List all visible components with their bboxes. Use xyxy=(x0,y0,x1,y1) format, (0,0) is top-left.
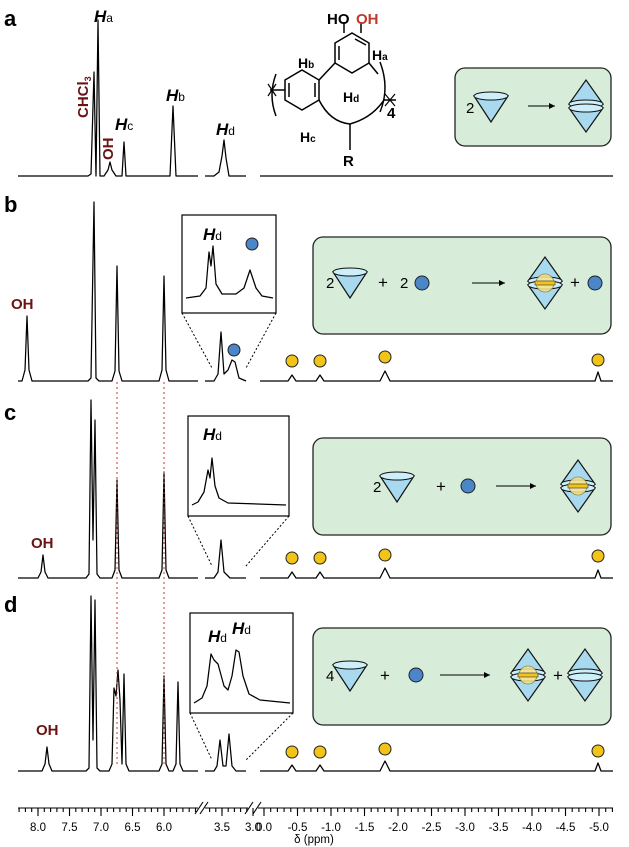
tick-label: 0.0 xyxy=(256,822,272,834)
panel-label-d: d xyxy=(4,592,17,617)
spectrum-b xyxy=(18,201,613,382)
inset-b: Hd xyxy=(181,214,277,369)
tick-label: 6.0 xyxy=(156,822,172,834)
inset-d: Hd Hd xyxy=(189,612,294,761)
scheme-c-plus1: + xyxy=(436,477,446,496)
tick-label: -2.0 xyxy=(388,822,408,834)
tick-label: -4.5 xyxy=(556,822,576,834)
x-axis-label: δ (ppm) xyxy=(294,834,334,846)
panel-c: c OH Hd 2 + xyxy=(4,399,613,579)
axis-break xyxy=(199,801,209,815)
peak-label-hd: Hd xyxy=(216,120,235,139)
inset-b-peak-label: Hd xyxy=(203,225,222,244)
panel-d: d OH Hd Hd 4 + + xyxy=(4,592,613,772)
axis-break xyxy=(244,801,254,815)
oh-label-c: OH xyxy=(31,535,54,552)
oh-label-d: OH xyxy=(36,722,59,739)
scheme-b-plus1: + xyxy=(378,273,388,292)
structure-ho: HO xyxy=(327,11,350,28)
panel-a: a Ha Hc Hb Hd CHCl3 OH xyxy=(4,6,613,177)
scheme-c-coef1: 2 xyxy=(373,479,381,496)
panel-label-a: a xyxy=(4,6,17,31)
tick-label: 3.5 xyxy=(214,822,230,834)
structure-hd: Hd xyxy=(343,89,359,105)
scheme-box-c: 2 + xyxy=(312,437,612,536)
tick-label: -0.5 xyxy=(288,822,308,834)
tick-label: -4.0 xyxy=(522,822,542,834)
tick-label: 3.0 xyxy=(245,822,261,834)
spectrum-a xyxy=(18,19,613,177)
scheme-d-coef1: 4 xyxy=(326,668,334,685)
structure-r: R xyxy=(343,153,354,170)
tick-label: -3.0 xyxy=(455,822,475,834)
axis-break xyxy=(194,801,204,815)
panel-label-b: b xyxy=(4,192,17,217)
scheme-b-coef2: 2 xyxy=(400,275,408,292)
scheme-box-d: 4 + + xyxy=(312,627,612,726)
axis-break xyxy=(252,801,262,815)
structure-hc: Hc xyxy=(300,129,316,145)
scheme-d-plus1: + xyxy=(380,666,390,685)
peak-label-ha: Ha xyxy=(94,7,113,26)
x-axis: 8.0 7.5 7.0 6.5 6.0 3.5 3.00.0 -0.5 -1.0 -1.5 -2.0… xyxy=(18,801,613,846)
oh-label-b: OH xyxy=(11,296,34,313)
tick-label: 6.5 xyxy=(125,822,141,834)
scheme-a-coef: 2 xyxy=(466,100,474,117)
tick-label: -1.5 xyxy=(355,822,375,834)
scheme-b-plus2: + xyxy=(570,273,580,292)
structure-n: 4 xyxy=(387,105,396,122)
tick-label: 7.5 xyxy=(62,822,78,834)
spectrum-c xyxy=(18,399,613,579)
scheme-box-b: 2 + 2 + xyxy=(312,236,612,335)
panel-b: b OH Hd 2 + 2 + xyxy=(4,192,613,382)
tick-label: -2.5 xyxy=(422,822,442,834)
structure-oh: OH xyxy=(356,11,379,28)
structure-hb: Hb xyxy=(298,55,314,71)
structure-ha: Ha xyxy=(372,47,388,63)
panel-label-c: c xyxy=(4,400,16,425)
peak-label-hb: Hb xyxy=(166,86,185,105)
dashed-guides xyxy=(116,382,165,765)
scheme-d-plus2: + xyxy=(553,666,563,685)
scheme-box-a: 2 xyxy=(454,67,612,147)
inset-c-peak-label: Hd xyxy=(203,425,222,444)
tick-label: 8.0 xyxy=(30,822,46,834)
inset-d-peak2-label: Hd xyxy=(232,619,251,638)
chemical-structure xyxy=(267,22,396,150)
solvent-label-chcl3: CHCl3 xyxy=(75,76,93,118)
scheme-b-coef1: 2 xyxy=(326,275,334,292)
oh-label-a: OH xyxy=(100,138,117,161)
tick-label: -3.5 xyxy=(489,822,509,834)
peak-label-hc: Hc xyxy=(115,115,133,134)
inset-c: Hd xyxy=(187,415,290,567)
tick-label: -1.0 xyxy=(321,822,341,834)
tick-label: 7.0 xyxy=(93,822,109,834)
tick-label: -5.0 xyxy=(589,822,609,834)
inset-d-peak1-label: Hd xyxy=(208,627,227,646)
